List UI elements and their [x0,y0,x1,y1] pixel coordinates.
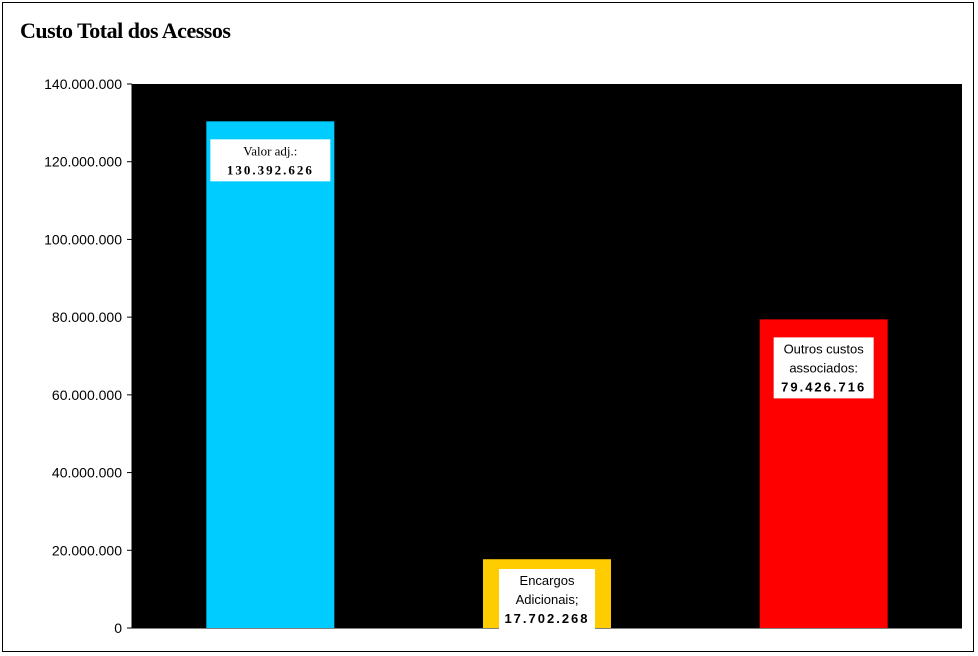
data-label: 17.702.268 [504,611,589,626]
y-tick-label: 0 [114,620,122,636]
data-label: Valor adj.: [243,143,297,158]
y-tick-label: 100.000.000 [44,231,122,247]
y-tick-label: 60.000.000 [52,387,122,403]
data-label: Adicionais; [516,592,579,607]
y-axis: 0 20.000.000 40.000.000 60.000.000 80.000.00… [44,76,962,636]
data-label: associados: [789,360,858,375]
data-label: Encargos [520,573,575,588]
data-label: 130.392.626 [227,162,314,177]
y-tick-label: 80.000.000 [52,309,122,325]
bar [206,121,335,628]
y-tick-label: 20.000.000 [52,542,122,558]
data-label-box [499,569,595,630]
y-tick-label: 40.000.000 [52,465,122,481]
chart-title: Custo Total dos Acessos [20,18,231,43]
data-label-box [210,139,331,182]
data-labels-group: Valor adj.: 130.392.626 Encargos Adicionais… [210,139,874,630]
y-tick-label: 140.000.000 [44,76,122,92]
data-label: Outros custos [784,341,865,356]
data-label-box [773,337,874,399]
data-label: 79.426.716 [781,379,866,394]
y-tick-label: 120.000.000 [44,154,122,170]
